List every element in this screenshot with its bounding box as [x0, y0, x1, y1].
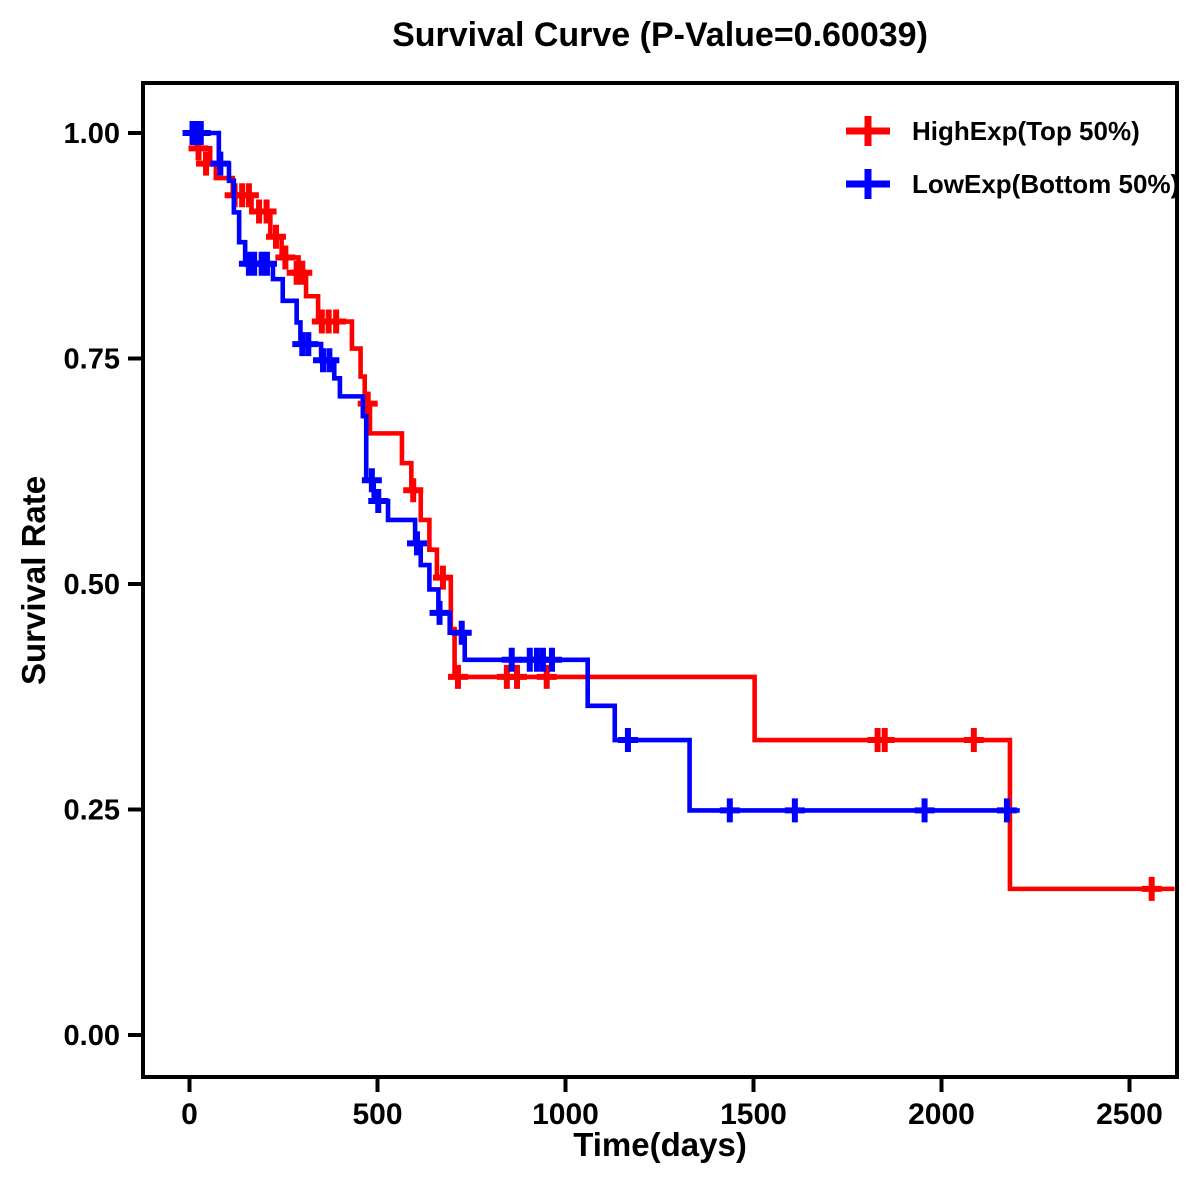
censor-mark-highexp	[265, 224, 286, 249]
x-tick-label: 500	[352, 1098, 402, 1131]
legend-item-lowexp: LowExp(Bottom 50%)	[842, 165, 1179, 203]
censor-mark-highexp	[238, 183, 259, 208]
censor-mark-highexp	[536, 664, 557, 689]
legend: HighExp(Top 50%) LowExp(Bottom 50%)	[842, 112, 1179, 203]
censor-mark-lowexp	[996, 798, 1017, 823]
censor-mark-lowexp	[368, 489, 389, 514]
censor-mark-highexp	[963, 728, 984, 753]
censor-mark-highexp	[447, 664, 468, 689]
censor-mark-highexp	[403, 478, 424, 503]
censor-mark-highexp	[506, 664, 527, 689]
plot-frame	[141, 81, 1179, 1079]
y-tick-label: 0.00	[64, 1020, 120, 1052]
y-tick-label: 0.50	[64, 569, 120, 601]
censor-mark-lowexp	[361, 468, 382, 493]
x-axis-title: Time(days)	[573, 1126, 747, 1163]
censor-plus-icon	[846, 116, 890, 146]
y-tick-label: 0.25	[64, 795, 120, 827]
x-tick-label: 1500	[720, 1098, 787, 1131]
censor-mark-lowexp	[501, 647, 522, 672]
chart-title: Survival Curve (P-Value=0.60039)	[392, 16, 928, 54]
x-tick-label: 2000	[908, 1098, 975, 1131]
censor-mark-lowexp	[256, 251, 277, 276]
y-axis-title: Survival Rate	[15, 475, 52, 685]
censor-mark-lowexp	[541, 647, 562, 672]
censor-mark-highexp	[1141, 876, 1162, 901]
censor-mark-highexp	[432, 565, 453, 590]
legend-label-highexp: HighExp(Top 50%)	[912, 115, 1140, 146]
censor-mark-lowexp	[784, 798, 805, 823]
censor-mark-lowexp	[298, 332, 319, 357]
survival-curve-lowexp	[189, 130, 1020, 813]
censor-mark-lowexp	[210, 151, 231, 176]
censor-plus-icon	[846, 169, 890, 199]
x-tick-label: 1000	[532, 1098, 599, 1131]
survival-curve-highexp	[189, 130, 1175, 892]
censor-mark-highexp	[874, 728, 895, 753]
censor-mark-lowexp	[429, 600, 450, 625]
censor-mark-lowexp	[719, 798, 740, 823]
y-tick-label: 0.75	[64, 344, 120, 376]
y-tick-label: 1.00	[64, 118, 120, 150]
censor-mark-highexp	[256, 199, 277, 224]
censor-mark-highexp	[292, 260, 313, 285]
censor-mark-lowexp	[617, 728, 638, 753]
x-tick-label: 0	[181, 1098, 198, 1131]
x-tick-label: 2500	[1096, 1098, 1163, 1131]
censor-mark-lowexp	[914, 798, 935, 823]
censor-mark-lowexp	[190, 121, 211, 145]
legend-label-lowexp: LowExp(Bottom 50%)	[912, 168, 1180, 199]
censor-mark-lowexp	[406, 531, 427, 556]
censor-mark-lowexp	[319, 348, 340, 373]
legend-item-highexp: HighExp(Top 50%)	[842, 112, 1179, 150]
censor-mark-lowexp	[451, 620, 472, 645]
censor-mark-highexp	[275, 245, 296, 270]
censor-mark-highexp	[326, 309, 347, 334]
